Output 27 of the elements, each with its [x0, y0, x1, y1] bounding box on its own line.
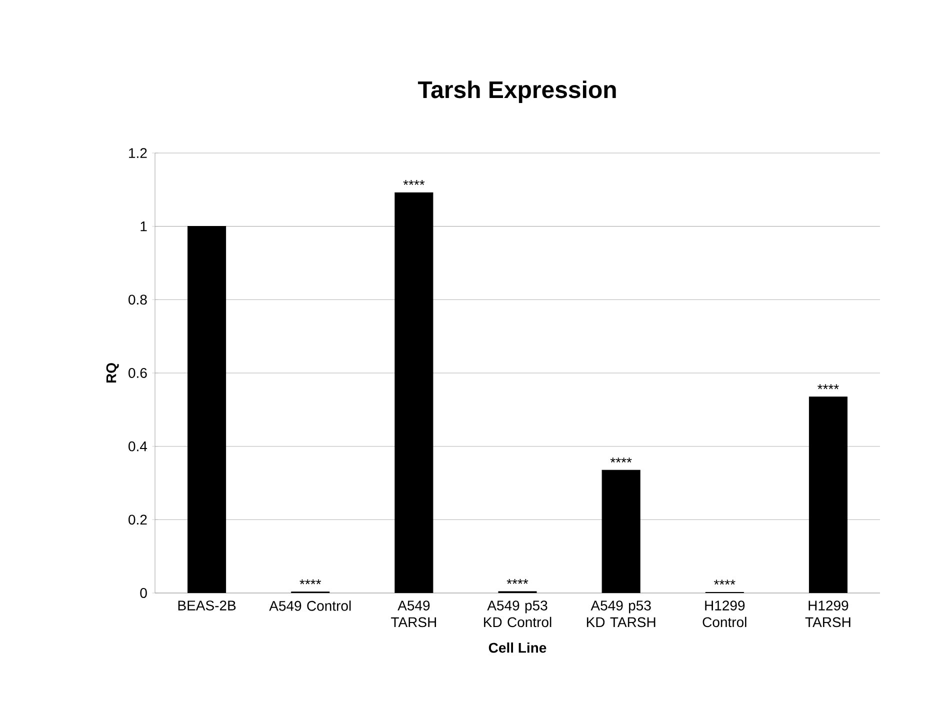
- x-tick-label: H1299 TARSH: [805, 600, 850, 628]
- annotation: ****: [506, 578, 528, 584]
- y-tick-label: 0.4: [128, 441, 148, 452]
- annotation: ****: [818, 384, 839, 390]
- y-axis-title: RQ: [106, 363, 119, 383]
- annotation: ****: [714, 580, 736, 585]
- annotation: ****: [610, 458, 632, 463]
- annotation: ****: [403, 180, 425, 185]
- bar: [188, 226, 226, 593]
- bar: [808, 396, 848, 593]
- bar: [394, 192, 434, 593]
- x-tick-label: A549 p53 KD TARSH: [586, 600, 656, 628]
- x-tick-label: BEAS-2B: [178, 600, 236, 610]
- y-tick-label: 0.6: [128, 368, 147, 378]
- bar: [602, 470, 640, 593]
- x-axis-title: Cell Line: [488, 642, 546, 653]
- y-tick-label: 0: [140, 588, 147, 598]
- y-tick-label: 0.8: [128, 294, 147, 305]
- chart-title: Tarsh Expression: [418, 80, 616, 103]
- y-tick-label: 1.2: [129, 148, 147, 158]
- x-tick-label: A549 Control: [269, 600, 351, 611]
- x-tick-label: A549 p53 KD Control: [484, 600, 552, 628]
- annotation: ****: [300, 579, 322, 584]
- y-tick-label: 1: [140, 222, 147, 232]
- y-tick-label: 0.2: [128, 514, 147, 525]
- x-tick-label: A549 TARSH: [391, 600, 436, 628]
- x-tick-label: H1299 Control: [702, 600, 746, 628]
